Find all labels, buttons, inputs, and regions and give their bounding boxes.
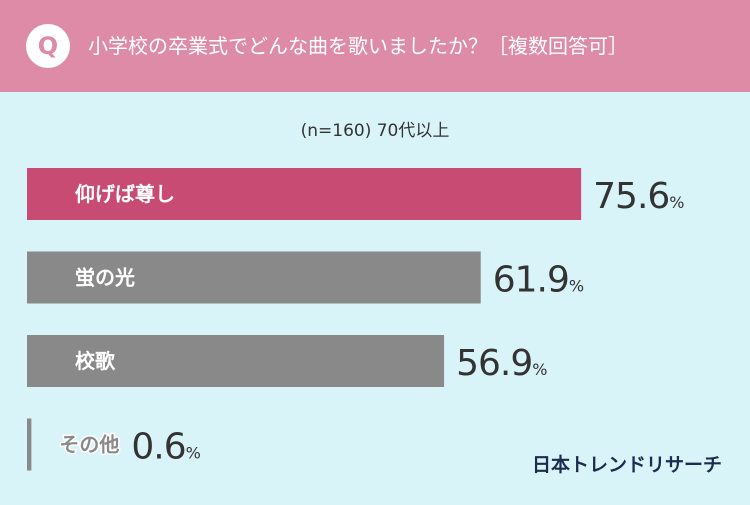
value-label: 0.6%: [131, 426, 200, 467]
header: [0, 0, 750, 92]
bar: [27, 251, 481, 304]
value-label: 75.6%: [593, 176, 684, 217]
badge-circle: [26, 24, 70, 68]
category-label: その他: [59, 433, 119, 457]
subtitle: (n=160) 70代以上: [301, 121, 450, 141]
value-label: 56.9%: [456, 343, 547, 384]
category-label: 蛍の光: [75, 266, 135, 290]
bar: [27, 168, 582, 220]
chart-title: 小学校の卒業式でどんな曲を歌いましたか？［複数回答可］: [88, 34, 628, 58]
category-label: 校歌: [75, 349, 116, 373]
category-label: 仰げば尊し: [75, 182, 175, 206]
badge: Q: [38, 32, 58, 60]
bar: [27, 335, 445, 387]
value-label: 61.9%: [493, 259, 584, 300]
brand: 日本トレンドリサーチ: [532, 453, 722, 476]
bar: [27, 418, 32, 471]
